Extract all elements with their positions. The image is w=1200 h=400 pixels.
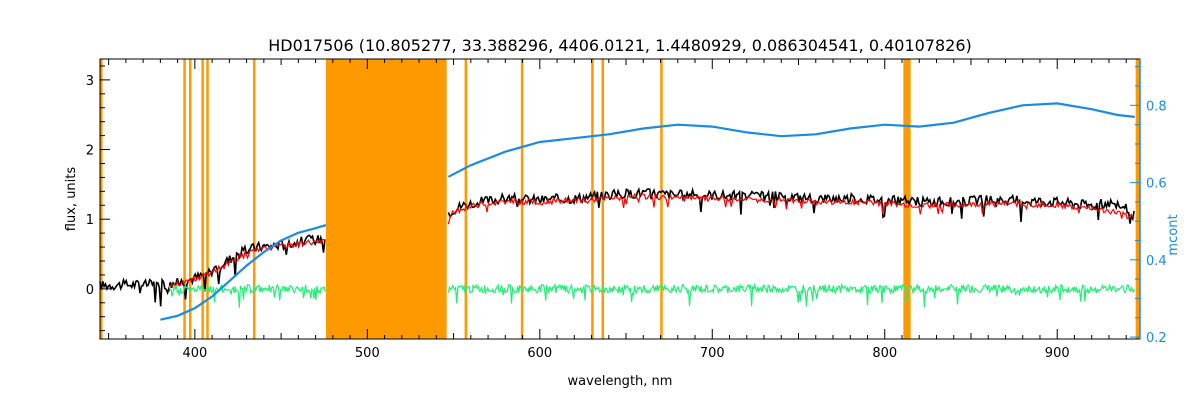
masked-region-5 bbox=[252, 59, 256, 339]
y2-tick-label: 0.2 bbox=[1146, 331, 1167, 346]
masked-region-1 bbox=[183, 59, 186, 339]
masked-regions bbox=[100, 59, 1140, 339]
x-tick-label: 700 bbox=[700, 346, 725, 361]
masked-region-7 bbox=[464, 59, 468, 339]
masked-region-6 bbox=[325, 59, 447, 339]
masked-region-2 bbox=[188, 59, 192, 339]
y-tick-label: 2 bbox=[86, 144, 94, 159]
x-axis-title: wavelength, nm bbox=[568, 374, 673, 389]
x-tick-label: 600 bbox=[527, 346, 552, 361]
y-axis-title: flux, units bbox=[64, 167, 79, 232]
y2-axis-title: mcont bbox=[1166, 214, 1181, 255]
y-tick-label: 0 bbox=[86, 283, 94, 298]
masked-region-4 bbox=[206, 59, 209, 339]
masked-region-13 bbox=[1135, 59, 1140, 339]
masked-region-12 bbox=[903, 59, 911, 339]
masked-region-3 bbox=[201, 59, 204, 339]
chart-title: HD017506 (10.805277, 33.388296, 4406.012… bbox=[268, 36, 972, 55]
continuum-line-0 bbox=[160, 224, 327, 321]
x-tick-label: 500 bbox=[355, 346, 380, 361]
masked-region-0 bbox=[100, 59, 103, 339]
masked-region-8 bbox=[520, 59, 524, 339]
continuum-line-1 bbox=[447, 102, 1135, 178]
y2-tick-label: 0.6 bbox=[1146, 177, 1167, 192]
x-tick-label: 400 bbox=[182, 346, 207, 361]
y-tick-label: 1 bbox=[86, 213, 94, 228]
y2-tick-label: 0.4 bbox=[1146, 254, 1167, 269]
x-tick-label: 900 bbox=[1045, 346, 1070, 361]
y2-axis: 0.2 0.4 0.6 0.8 bbox=[1130, 66, 1167, 346]
x-tick-label: 800 bbox=[872, 346, 897, 361]
y-tick-label: 3 bbox=[86, 74, 94, 89]
y-axis: 0 1 2 3 bbox=[86, 65, 110, 332]
observed-line-1 bbox=[447, 186, 1135, 224]
plot-series bbox=[99, 102, 1136, 321]
x-axis: 400 500 600 700 800 900 bbox=[108, 59, 1127, 361]
masked-region-11 bbox=[660, 59, 663, 339]
model-line-0 bbox=[168, 238, 326, 292]
residual-line-1 bbox=[447, 282, 1136, 308]
residual-line-0 bbox=[168, 283, 326, 308]
y2-tick-label: 0.8 bbox=[1146, 99, 1167, 114]
model-line-1 bbox=[447, 192, 1135, 225]
